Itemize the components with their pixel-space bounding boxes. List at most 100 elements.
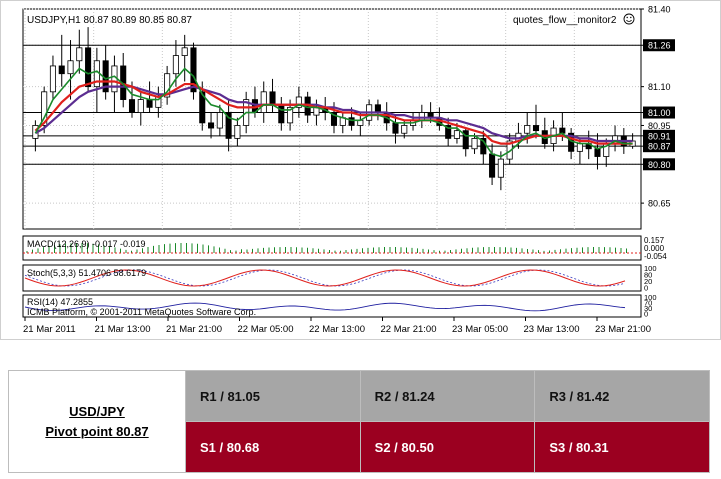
- x-tick-label: 21 Mar 21:00: [166, 324, 222, 335]
- r3-cell: R3 / 81.42: [534, 370, 710, 422]
- x-tick-label: 21 Mar 13:00: [95, 324, 151, 335]
- chart-frame: 81.40 81.26 81.10 81.00 80.95 80.91 80.87 80.80…: [0, 0, 721, 340]
- candle-body: [85, 47, 92, 88]
- ma-green-line: [34, 67, 633, 158]
- r2-cell: R2 / 81.24: [359, 370, 536, 422]
- candle-body: [374, 104, 381, 113]
- candle-body: [172, 55, 179, 75]
- x-tick-label: 23 Mar 05:00: [452, 324, 508, 335]
- x-tick-label: 22 Mar 05:00: [238, 324, 294, 335]
- rsi-tick-label: 0: [644, 310, 648, 319]
- macd-tick-label: 0.000: [644, 244, 665, 253]
- candle-body: [216, 112, 223, 129]
- candle-body: [594, 148, 601, 157]
- candle-body: [576, 143, 583, 152]
- rsi-main-line: [24, 302, 626, 312]
- smiley-icon: [623, 13, 635, 25]
- candle-body: [49, 65, 56, 93]
- y-tick-label: 80.95: [648, 121, 671, 131]
- candle-body: [497, 158, 504, 178]
- candle-body: [401, 125, 408, 134]
- chart-title: USDJPY,H1 80.87 80.89 80.85 80.87: [27, 15, 192, 26]
- x-axis: 21 Mar 2011 21 Mar 13:00 21 Mar 21:00 22 Ma…: [23, 317, 651, 335]
- candle-body: [471, 138, 478, 150]
- y-tick-label: 80.80: [648, 160, 671, 170]
- macd-panel: [22, 235, 642, 261]
- stochastic-lines: [24, 269, 626, 287]
- candle-body: [208, 122, 215, 129]
- candle-body: [199, 91, 206, 124]
- rsi-panel: [22, 294, 642, 318]
- indicator-name: quotes_flow__monitor2: [513, 15, 617, 26]
- candle-body: [128, 99, 136, 113]
- candle-body: [164, 73, 171, 98]
- stoch-tick-label: 80: [644, 271, 652, 280]
- rsi-label: RSI(14) 47.2855: [27, 297, 93, 307]
- candle-body: [392, 122, 399, 134]
- candle-body: [146, 99, 153, 108]
- macd-tick-label: -0.054: [644, 252, 667, 261]
- candle-body: [445, 125, 452, 139]
- ma-red-line: [34, 80, 633, 145]
- pivot-table: USD/JPY Pivot point 80.87 R1 / 81.05 R2 …: [8, 370, 710, 473]
- macd-tick-label: 0.157: [644, 236, 665, 245]
- candle-body: [462, 130, 469, 150]
- candle-body: [532, 125, 540, 132]
- y-tick-highlight: [643, 39, 675, 52]
- candle-body: [453, 130, 460, 139]
- x-tick-label: 21 Mar 2011: [23, 324, 76, 335]
- stoch-panel: [22, 264, 642, 292]
- y-tick-label: 80.87: [648, 142, 671, 152]
- candle-body: [234, 125, 241, 139]
- y-tick-label: 81.00: [648, 108, 671, 118]
- candle-body: [489, 153, 496, 178]
- y-tick-highlight: [643, 106, 675, 119]
- macd-histogram: [23, 243, 641, 254]
- rsi-tick-label: 30: [644, 304, 652, 313]
- stoch-label: Stoch(5,3,3) 51.4706 58.6179: [27, 268, 146, 278]
- rsi-tick-label: 70: [644, 299, 652, 308]
- candle-body: [524, 125, 531, 134]
- y-tick-label: 81.26: [648, 41, 671, 51]
- x-tick-label: 23 Mar 13:00: [524, 324, 580, 335]
- r1-cell: R1 / 81.05: [185, 370, 361, 422]
- x-tick-label: 23 Mar 21:00: [595, 324, 651, 335]
- y-tick-label: 80.91: [648, 131, 671, 141]
- y-tick-label: 80.65: [648, 199, 671, 209]
- macd-label: MACD(12,26,9) -0.017 -0.019: [27, 239, 146, 249]
- s1-cell: S1 / 80.68: [185, 421, 361, 473]
- candle-body: [58, 65, 65, 75]
- candle-body: [348, 117, 355, 126]
- candle-body: [67, 60, 74, 75]
- y-tick-highlight: [643, 129, 675, 142]
- x-tick-label: 22 Mar 21:00: [381, 324, 437, 335]
- stoch-tick-label: 20: [644, 277, 652, 286]
- candle-body: [190, 47, 197, 93]
- stoch-tick-label: 0: [644, 284, 648, 293]
- candle-body: [278, 104, 285, 124]
- pair-cell: USD/JPY Pivot point 80.87: [8, 370, 186, 473]
- candle-body: [137, 99, 144, 113]
- candle-body: [418, 112, 425, 121]
- candle-body: [76, 47, 83, 62]
- moving-averages: [34, 67, 633, 158]
- candle-body: [330, 112, 338, 126]
- y-tick-label: 81.10: [648, 82, 671, 92]
- candle-body: [225, 112, 232, 139]
- stoch-signal-line: [24, 269, 626, 287]
- s3-cell: S3 / 80.31: [534, 421, 710, 473]
- y-tick-highlight: [643, 140, 675, 153]
- candle-body: [181, 47, 188, 56]
- candle-body: [287, 106, 294, 124]
- candle-body: [260, 91, 267, 113]
- candle-body: [269, 91, 276, 106]
- rsi-line: [24, 302, 626, 312]
- stoch-tick-label: 100: [644, 264, 657, 273]
- y-tick-highlight: [643, 158, 675, 171]
- watermark: ICMB Platform, © 2001-2011 MetaQuotes So…: [27, 307, 256, 317]
- stoch-main-line: [24, 269, 626, 287]
